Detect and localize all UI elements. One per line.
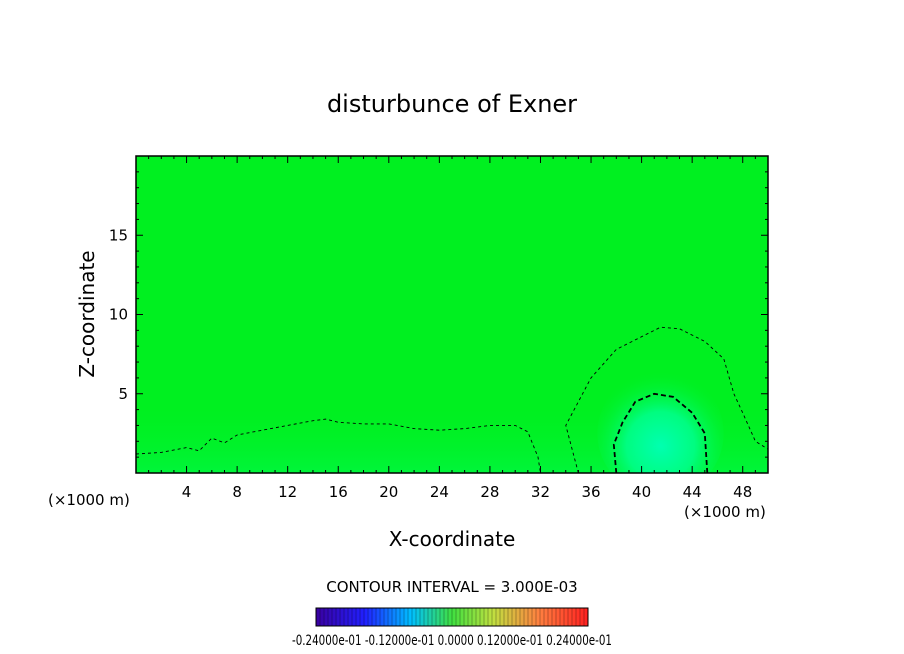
x-axis-label: X-coordinate [389, 527, 516, 551]
contour-interval-label: CONTOUR INTERVAL = 3.000E-03 [326, 578, 577, 596]
plot-area [135, 155, 769, 474]
contour-line-3 [612, 392, 709, 473]
disturbance-hotspot [597, 369, 724, 473]
contour-layer [136, 326, 768, 473]
x-tick-label: 32 [531, 483, 550, 501]
x-tick-label: 40 [632, 483, 651, 501]
chart-title: disturbunce of Exner [327, 90, 577, 118]
x-tick-label: 16 [329, 483, 348, 501]
x-tick-label: 24 [430, 483, 449, 501]
colorbar-stripes [319, 608, 585, 626]
y-tick-label: 5 [118, 385, 128, 403]
y-tick-label: 15 [109, 226, 128, 244]
colorbar [315, 607, 589, 627]
y-tick-label: 10 [109, 306, 128, 324]
y-axis-label: Z-coordinate [75, 250, 99, 377]
colorbar-labels: -0.24000e-01 -0.12000e-01 0.0000 0.12000… [292, 633, 612, 649]
x-tick-label: 36 [581, 483, 600, 501]
x-tick-label: 20 [379, 483, 398, 501]
y-axis-ticks: 5 10 15 [109, 171, 768, 458]
contour-line-1 [136, 418, 541, 473]
x-tick-label: 48 [733, 483, 752, 501]
x-unit-label-right: (×1000 m) [684, 503, 766, 521]
x-unit-label-left: (×1000 m) [48, 491, 130, 509]
x-axis-ticks: 4 8 12 16 20 24 28 32 36 40 44 48 [148, 156, 756, 501]
x-tick-label: 44 [683, 483, 702, 501]
x-tick-label: 4 [182, 483, 192, 501]
contour-line-2 [565, 326, 768, 473]
x-tick-label: 8 [232, 483, 242, 501]
x-tick-label: 28 [480, 483, 499, 501]
shading-layer [136, 369, 768, 473]
x-tick-label: 12 [278, 483, 297, 501]
